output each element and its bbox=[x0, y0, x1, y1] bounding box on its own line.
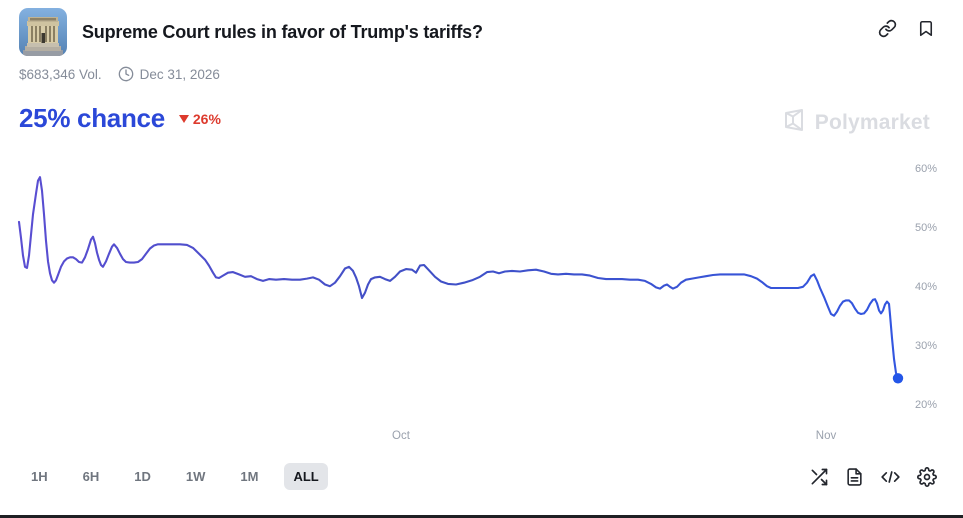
price-line bbox=[17, 176, 900, 380]
range-button-1h[interactable]: 1H bbox=[22, 463, 57, 490]
y-axis-label: 50% bbox=[915, 222, 938, 234]
polymarket-logo-icon bbox=[782, 108, 806, 137]
polymarket-watermark: Polymarket bbox=[782, 108, 930, 137]
bookmark-icon bbox=[917, 19, 935, 38]
change-value: 26% bbox=[192, 110, 221, 127]
arrow-down-icon bbox=[178, 115, 189, 123]
range-button-all[interactable]: ALL bbox=[284, 463, 328, 490]
x-axis-label: Nov bbox=[815, 430, 837, 442]
copy-link-button[interactable] bbox=[878, 19, 897, 38]
range-button-6h[interactable]: 6H bbox=[74, 463, 109, 490]
market-thumbnail-supreme-court bbox=[19, 8, 67, 56]
price-change: 26% bbox=[178, 110, 221, 127]
y-axis-label: 20% bbox=[915, 399, 938, 411]
chart-tools bbox=[809, 467, 937, 487]
polymarket-wordmark: Polymarket bbox=[814, 110, 930, 134]
market-meta: $683,346 Vol. Dec 31, 2026 bbox=[19, 66, 220, 82]
y-axis-label: 30% bbox=[915, 340, 938, 352]
chance-value: 25% chance bbox=[19, 103, 165, 133]
range-button-1m[interactable]: 1M bbox=[231, 463, 267, 490]
code-icon bbox=[880, 467, 901, 487]
market-title: Supreme Court rules in favor of Trump's … bbox=[82, 21, 483, 42]
price-row: 25% chance 26% bbox=[19, 103, 221, 134]
supreme-court-image bbox=[19, 8, 67, 56]
rules-button[interactable] bbox=[845, 467, 864, 487]
volume-text: $683,346 Vol. bbox=[19, 66, 102, 82]
embed-button[interactable] bbox=[880, 467, 901, 487]
link-icon bbox=[878, 19, 897, 38]
y-axis-label: 60% bbox=[915, 163, 938, 175]
end-date-text: Dec 31, 2026 bbox=[139, 66, 220, 82]
file-text-icon bbox=[845, 467, 864, 487]
window-bottom-edge bbox=[0, 515, 963, 518]
gear-icon bbox=[917, 467, 937, 487]
range-button-1d[interactable]: 1D bbox=[125, 463, 160, 490]
compare-button[interactable] bbox=[809, 467, 829, 487]
clock-icon bbox=[118, 66, 134, 82]
range-button-1w[interactable]: 1W bbox=[177, 463, 215, 490]
settings-button[interactable] bbox=[917, 467, 937, 487]
y-axis-label: 40% bbox=[915, 281, 938, 293]
x-axis-label: Oct bbox=[392, 430, 410, 442]
bookmark-button[interactable] bbox=[917, 19, 935, 38]
current-price-dot bbox=[892, 373, 904, 384]
shuffle-icon bbox=[809, 467, 829, 487]
time-range-toolbar: 1H 6H 1D 1W 1M ALL bbox=[22, 463, 328, 490]
